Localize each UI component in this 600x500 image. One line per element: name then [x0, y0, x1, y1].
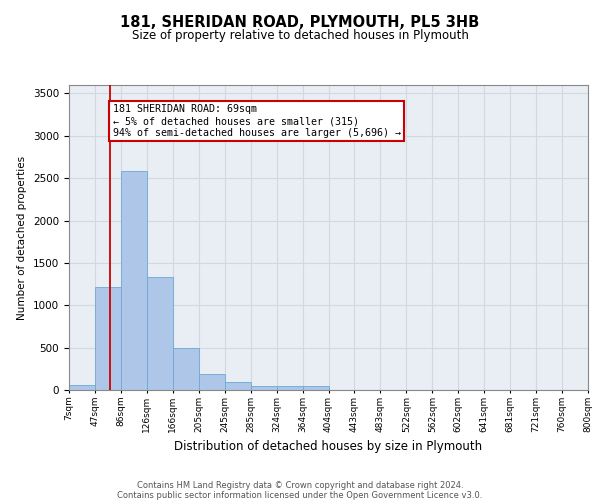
Text: Contains public sector information licensed under the Open Government Licence v3: Contains public sector information licen… — [118, 490, 482, 500]
X-axis label: Distribution of detached houses by size in Plymouth: Distribution of detached houses by size … — [175, 440, 482, 454]
Bar — [302, 386, 329, 390]
Bar — [277, 386, 302, 390]
Text: 181 SHERIDAN ROAD: 69sqm
← 5% of detached houses are smaller (315)
94% of semi-d: 181 SHERIDAN ROAD: 69sqm ← 5% of detache… — [113, 104, 401, 138]
Bar — [95, 286, 121, 390]
Bar — [147, 278, 173, 390]
Bar — [251, 386, 277, 390]
Bar — [69, 386, 95, 390]
Bar — [225, 382, 251, 390]
Text: Size of property relative to detached houses in Plymouth: Size of property relative to detached ho… — [131, 28, 469, 42]
Y-axis label: Number of detached properties: Number of detached properties — [17, 156, 28, 320]
Bar — [121, 172, 147, 390]
Text: Contains HM Land Registry data © Crown copyright and database right 2024.: Contains HM Land Registry data © Crown c… — [137, 482, 463, 490]
Text: 181, SHERIDAN ROAD, PLYMOUTH, PL5 3HB: 181, SHERIDAN ROAD, PLYMOUTH, PL5 3HB — [121, 15, 479, 30]
Bar — [173, 348, 199, 390]
Bar — [199, 374, 224, 390]
